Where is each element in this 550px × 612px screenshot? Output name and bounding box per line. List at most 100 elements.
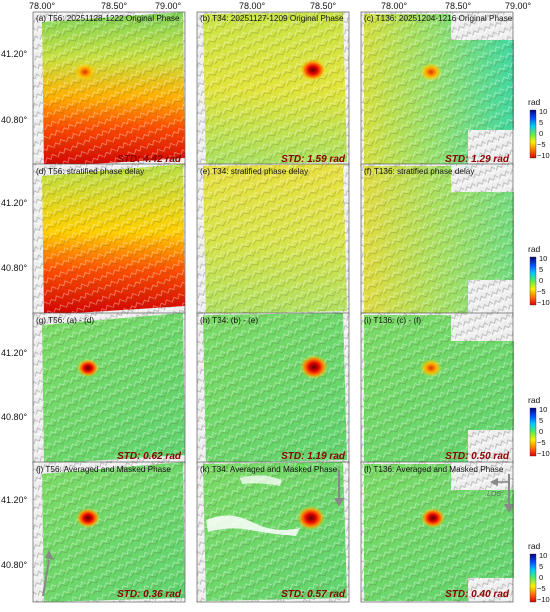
lon-tick-label: 78.00° [29,1,56,11]
colorbar-tick: 0 [539,573,543,582]
panel-title: (b) T34: 20251127-1209 Original Phase [200,14,344,23]
panel-title: (f) T136: stratified phase delay [364,167,475,176]
panel-title: (g) T56: (a) - (d) [36,316,94,325]
colorbar-ramp [529,553,537,603]
colorbar-tick: 5 [539,118,543,127]
lat-axis: 41.20° 40.80° 41.20° 40.80° 41.20° 40.80… [1,49,28,570]
lat-tick-label: 41.20° [1,348,28,358]
colorbar-tick: −10 [537,595,550,604]
colorbar-tick: −10 [537,449,550,458]
panel-a: (a) T56: 20251128-1222 Original Phase ST… [32,11,186,168]
terrain-texture [364,166,514,314]
colorbar-tick: 10 [539,551,547,560]
std-label: STD: 1.59 rad [281,154,346,165]
std-label: STD: 1.29 rad [445,154,510,165]
std-label: STD: 0.40 rad [445,589,510,600]
terrain-texture [42,12,185,167]
terrain-texture [364,464,514,601]
deformation-lobe [300,59,326,81]
panel-d: (d) T56: stratified phase delay [32,163,186,316]
colorbar-tick: 5 [539,265,543,274]
std-label: STD: 0.62 rad [117,451,182,462]
panel-title: (h) T34: (b) - (e) [200,316,258,325]
lon-tick-label: 78.50° [445,1,472,11]
panel-c: (c) T136: 20251204-1216 Original Phase S… [360,11,514,168]
panel-k: (k) T34: Averaged and Masked Phase STD: … [196,461,350,603]
panel-title: (j) T56: Averaged and Masked Phase [36,465,171,474]
colorbar-3: rad 10 5 0 −5 −10 [528,395,550,458]
colorbar-tick: −5 [537,287,546,296]
deformation-lobe [74,63,96,81]
colorbar-4: rad 10 5 0 −5 −10 [528,541,550,604]
panel-title: (l) T136: Averaged and Masked Phase [364,465,504,474]
terrain-texture [203,164,347,314]
panel-i: (i) T136: (c) - (f) STD: 0.50 rad [360,312,514,465]
terrain-texture [203,12,347,165]
deformation-lobe [76,508,100,528]
lon-tick-label: 79.00° [505,1,532,11]
lat-tick-label: 41.20° [1,49,28,59]
colorbar-tick: 0 [539,276,543,285]
lon-tick-label: 78.50° [101,1,128,11]
terrain-texture [42,164,185,315]
deformation-lobe [421,508,445,528]
lat-tick-label: 41.20° [1,495,28,505]
deformation-lobe [77,359,99,377]
terrain-texture [364,14,514,165]
deformation-lobe [420,359,442,377]
colorbar-2: rad 10 5 0 −5 −10 [528,244,550,307]
panel-e: (e) T34: stratified phase delay [196,163,350,316]
colorbar-unit: rad [528,244,541,254]
panel-frame [196,461,350,603]
colorbar-unit: rad [528,395,541,405]
deformation-lobe [297,506,325,530]
masked-area [240,475,282,486]
deformation-lobe [420,63,442,81]
colorbar-tick: 5 [539,416,543,425]
panel-frame [360,461,514,603]
los-arrow-head [334,498,344,507]
terrain-texture [42,462,185,602]
los-label: LOS [487,491,501,498]
panel-title: (e) T34: stratified phase delay [200,167,309,176]
colorbar-1: rad 10 5 0 −5 −10 [528,97,550,160]
colorbar-tick: 10 [539,405,547,414]
los-arrow-head [45,550,54,560]
panel-g: (g) T56: (a) - (d) STD: 0.62 rad [32,312,186,465]
colorbar-ramp [529,256,537,306]
panel-l: LOS (l) T136: Averaged and Masked Phase … [360,461,514,603]
lat-tick-label: 40.80° [1,412,28,422]
colorbar-tick: 0 [539,129,543,138]
colorbar-tick: −5 [537,584,546,593]
colorbar-unit: rad [528,541,541,551]
colorbar-tick: −10 [537,151,550,160]
terrain-texture [203,313,347,463]
los-arrow-head [490,478,498,486]
deformation-lobe [300,355,328,379]
lat-tick-label: 40.80° [1,115,28,125]
panel-b: (b) T34: 20251127-1209 Original Phase ST… [196,11,350,168]
lon-tick-label: 78.00° [239,1,266,11]
panel-title: (i) T136: (c) - (f) [364,316,421,325]
colorbar-ramp [529,109,537,159]
panel-frame [32,461,186,603]
colorbar-ramp [529,407,537,457]
panel-title: (k) T34: Averaged and Masked Phase [200,465,338,474]
std-label: STD: 1.19 rad [281,451,346,462]
colorbar-tick: 5 [539,562,543,571]
lat-tick-label: 40.80° [1,263,28,273]
panel-j: (j) T56: Averaged and Masked Phase STD: … [32,461,186,603]
std-label: STD: 4.42 rad [117,154,182,165]
panel-title: (d) T56: stratified phase delay [36,167,145,176]
panel-f: (f) T136: stratified phase delay [360,163,514,316]
masked-area [206,515,300,536]
panel-title: (c) T136: 20251204-1216 Original Phase [364,14,513,23]
lon-tick-label: 79.00° [155,1,182,11]
lon-tick-label: 78.50° [310,1,337,11]
los-arrow-shaft [42,559,50,597]
colorbar-tick: 0 [539,427,543,436]
lon-tick-label: 78.00° [381,1,408,11]
lat-tick-label: 41.20° [1,198,28,208]
colorbar-tick: −10 [537,298,550,307]
